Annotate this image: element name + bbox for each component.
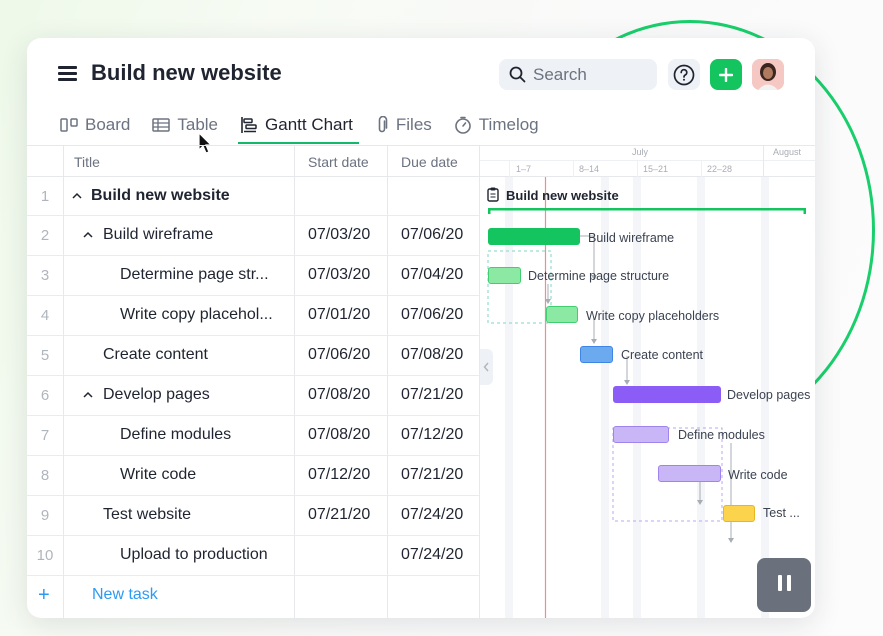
- column-header-start-date[interactable]: Start date: [308, 154, 369, 170]
- gantt-bar-label: Determine page structure: [528, 269, 670, 283]
- table-row[interactable]: 2 Build wireframe 07/03/20 07/06/20: [27, 216, 480, 256]
- gantt-bar-label: Define modules: [678, 428, 765, 442]
- collapse-panel-handle[interactable]: [480, 349, 493, 385]
- table-row[interactable]: 6 Develop pages 07/08/20 07/21/20: [27, 376, 480, 416]
- pause-icon: [775, 574, 793, 596]
- column-header-due-date[interactable]: Due date: [401, 154, 458, 170]
- column-header-title[interactable]: Title: [74, 154, 100, 170]
- tab-files[interactable]: Files: [375, 106, 432, 144]
- menu-icon[interactable]: [58, 66, 77, 81]
- view-tabs: Board Table Gantt Chart Files Timelog: [60, 106, 561, 144]
- gantt-chart: July August 1–7 8–14 15–21 22–28 Build n…: [480, 145, 815, 618]
- clipboard-icon: [487, 187, 499, 202]
- tab-timelog[interactable]: Timelog: [454, 106, 539, 144]
- table-row[interactable]: 9 Test website 07/21/20 07/24/20: [27, 496, 480, 536]
- project-window: Build new website Search Board Table Gan…: [27, 38, 815, 618]
- gantt-grid: [480, 145, 815, 618]
- page-title: Build new website: [91, 60, 282, 85]
- gantt-bar[interactable]: [723, 505, 755, 522]
- new-task-row[interactable]: + New task: [27, 576, 480, 616]
- gantt-bar[interactable]: [488, 267, 521, 284]
- avatar[interactable]: [752, 59, 784, 90]
- question-icon: [673, 64, 695, 85]
- paperclip-icon: [378, 116, 388, 133]
- week-label: 15–21: [643, 164, 669, 174]
- week-label: 8–14: [579, 164, 600, 174]
- pause-button[interactable]: [757, 558, 811, 612]
- tab-board[interactable]: Board: [60, 106, 130, 144]
- gantt-bar-label: Write code: [728, 468, 788, 482]
- grid-header: Title Start date Due date: [27, 145, 480, 177]
- gantt-project-label: Build new website: [506, 188, 619, 203]
- gantt-bar-label: Test ...: [763, 506, 800, 520]
- table-row[interactable]: 4 Write copy placehol... 07/01/20 07/06/…: [27, 296, 480, 336]
- plus-icon: [719, 67, 733, 82]
- search-input[interactable]: Search: [499, 59, 657, 90]
- table-row[interactable]: 3 Determine page str... 07/03/20 07/04/2…: [27, 256, 480, 296]
- table-row[interactable]: 7 Define modules 07/08/20 07/12/20: [27, 416, 480, 456]
- gantt-bar-label: Create content: [621, 348, 703, 362]
- table-row[interactable]: 10 Upload to production 07/24/20: [27, 536, 480, 576]
- chevron-up-icon[interactable]: [82, 389, 94, 401]
- chevron-up-icon[interactable]: [82, 229, 94, 241]
- table-icon: [152, 118, 171, 132]
- table-row[interactable]: 1 Build new website: [27, 177, 480, 216]
- tab-table[interactable]: Table: [152, 106, 218, 144]
- gantt-bar[interactable]: [613, 426, 669, 443]
- add-button[interactable]: [710, 59, 742, 90]
- month-label: August: [773, 147, 802, 157]
- stopwatch-icon: [454, 116, 471, 134]
- gantt-bar-label: Develop pages: [727, 388, 811, 402]
- table-row[interactable]: 8 Write code 07/12/20 07/21/20: [27, 456, 480, 496]
- tab-gantt-chart[interactable]: Gantt Chart: [238, 106, 359, 144]
- gantt-bar-label: Build wireframe: [588, 231, 675, 245]
- week-label: 22–28: [707, 164, 733, 174]
- board-icon: [60, 118, 78, 132]
- week-label: 1–7: [516, 164, 532, 174]
- month-label: July: [632, 147, 649, 157]
- gantt-bar[interactable]: [613, 386, 721, 403]
- gantt-bar[interactable]: [658, 465, 721, 482]
- table-row[interactable]: 5 Create content 07/06/20 07/08/20: [27, 336, 480, 376]
- new-task-link[interactable]: New task: [92, 586, 158, 603]
- search-icon: [509, 66, 526, 83]
- gantt-bar[interactable]: [488, 228, 580, 245]
- chevron-up-icon[interactable]: [71, 190, 83, 202]
- task-grid: Title Start date Due date 1 Build new we…: [27, 145, 480, 618]
- chevron-left-icon: [483, 362, 489, 372]
- gantt-icon: [241, 117, 257, 133]
- plus-icon[interactable]: +: [38, 584, 50, 606]
- gantt-bar[interactable]: [580, 346, 613, 363]
- gantt-bar-label: Write copy placeholders: [586, 309, 720, 323]
- help-button[interactable]: [668, 59, 700, 90]
- search-placeholder: Search: [533, 64, 587, 84]
- gantt-bar[interactable]: [546, 306, 578, 323]
